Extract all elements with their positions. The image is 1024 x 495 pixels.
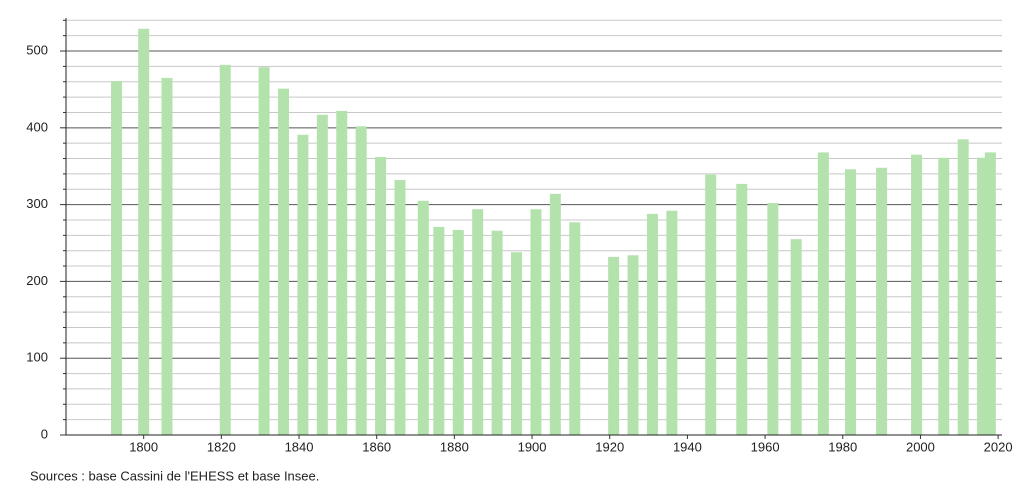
bar <box>375 157 387 435</box>
x-tick-label: 1800 <box>129 439 158 454</box>
x-tick-label: 1900 <box>518 439 547 454</box>
bar <box>511 252 523 435</box>
bar <box>817 152 829 435</box>
x-tick-label: 1960 <box>751 439 780 454</box>
y-tick-label: 300 <box>26 196 48 211</box>
bar <box>138 28 150 436</box>
bar <box>336 110 348 435</box>
bar <box>876 167 888 435</box>
bar <box>297 134 309 435</box>
bar <box>977 157 989 436</box>
bar <box>627 255 639 435</box>
x-tick-label: 1840 <box>285 439 314 454</box>
source-note: Sources : base Cassini de l'EHESS et bas… <box>30 468 319 483</box>
bar <box>705 174 717 436</box>
bar <box>767 203 779 435</box>
x-tick-label: 2000 <box>906 439 935 454</box>
bar <box>355 126 367 435</box>
x-tick-label: 1860 <box>362 439 391 454</box>
bar <box>790 239 802 435</box>
bar <box>549 193 561 435</box>
bar <box>984 152 996 435</box>
bar <box>394 180 406 435</box>
bar <box>472 209 484 435</box>
bar <box>277 88 289 436</box>
bar <box>530 209 542 435</box>
bar <box>258 67 270 435</box>
y-tick-label: 100 <box>26 350 48 365</box>
bar <box>666 210 678 435</box>
bar <box>646 213 658 435</box>
y-tick-label: 500 <box>26 42 48 57</box>
x-tick-label: 2020 <box>984 439 1013 454</box>
bar <box>845 169 857 435</box>
x-tick-label: 1980 <box>828 439 857 454</box>
y-tick-label: 0 <box>41 426 48 441</box>
bar <box>491 230 503 435</box>
bar <box>219 64 231 435</box>
y-tick-label: 400 <box>26 119 48 134</box>
x-tick-label: 1820 <box>207 439 236 454</box>
bar <box>110 80 122 435</box>
y-tick-label: 200 <box>26 273 48 288</box>
bar <box>911 154 923 435</box>
bar <box>433 226 445 435</box>
bar <box>316 114 328 436</box>
bar <box>938 157 950 436</box>
bar <box>608 256 620 435</box>
bar <box>161 77 173 436</box>
bar <box>569 222 581 435</box>
bar <box>736 183 748 435</box>
bar <box>452 229 464 435</box>
x-tick-label: 1880 <box>440 439 469 454</box>
bar <box>417 200 429 435</box>
x-tick-label: 1920 <box>595 439 624 454</box>
x-tick-label: 1940 <box>673 439 702 454</box>
bar <box>957 139 969 435</box>
